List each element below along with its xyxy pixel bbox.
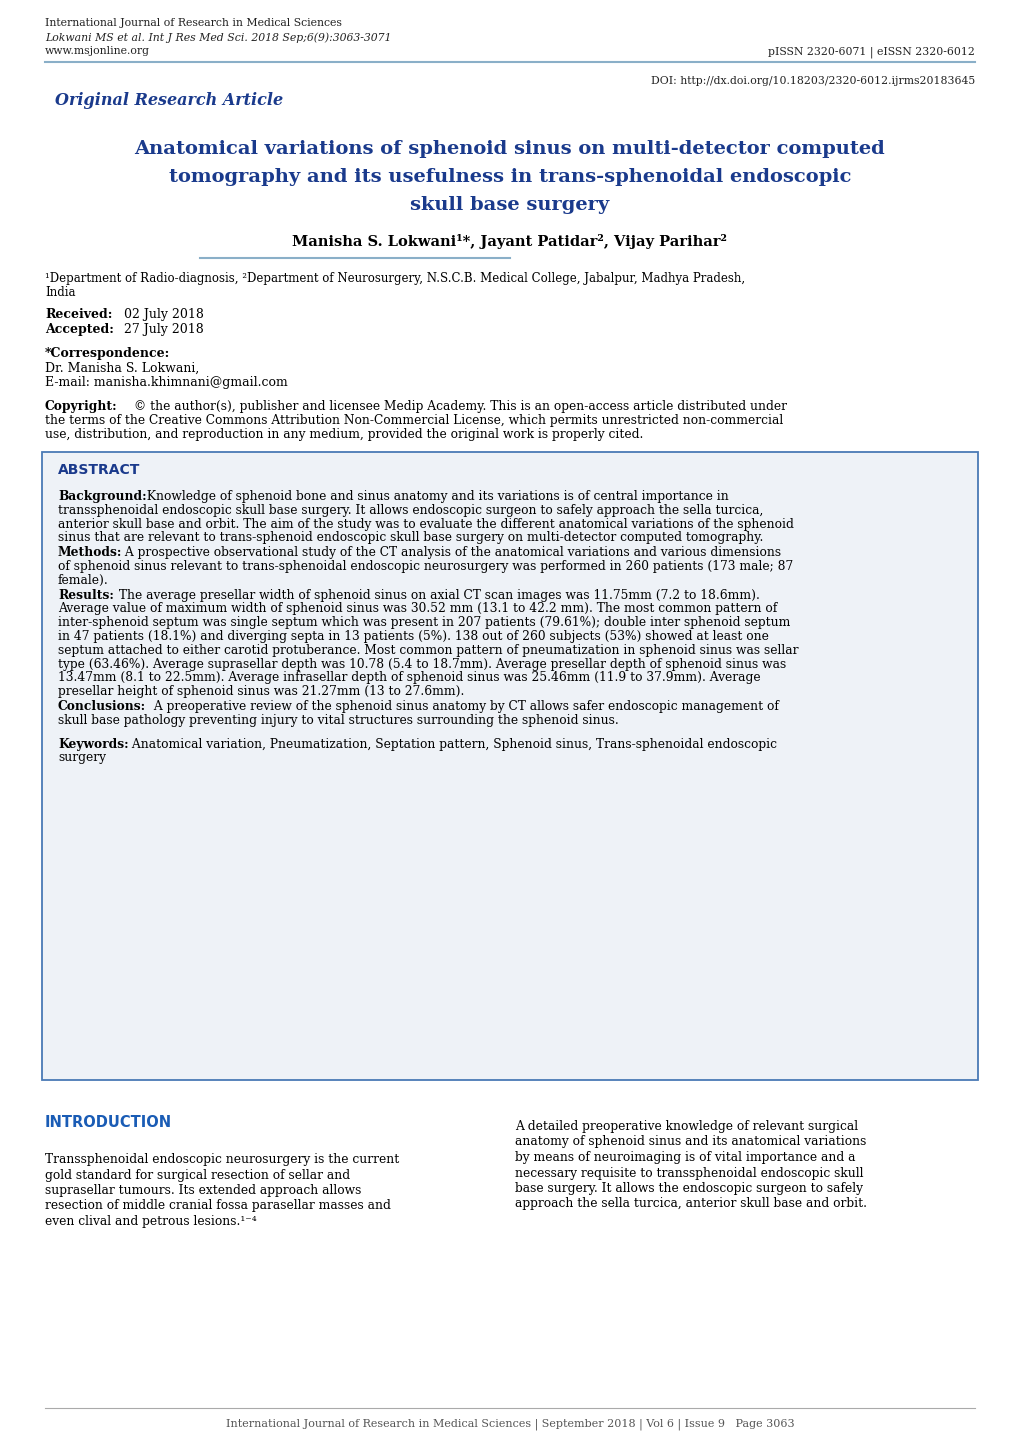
- Text: septum attached to either carotid protuberance. Most common pattern of pneumatiz: septum attached to either carotid protub…: [58, 643, 798, 656]
- Text: A preoperative review of the sphenoid sinus anatomy by CT allows safer endoscopi: A preoperative review of the sphenoid si…: [150, 699, 779, 712]
- Text: suprasellar tumours. Its extended approach allows: suprasellar tumours. Its extended approa…: [45, 1184, 361, 1197]
- Text: of sphenoid sinus relevant to trans-sphenoidal endoscopic neurosurgery was perfo: of sphenoid sinus relevant to trans-sphe…: [58, 559, 793, 572]
- Text: Received:: Received:: [45, 309, 112, 322]
- Text: Dr. Manisha S. Lokwani,: Dr. Manisha S. Lokwani,: [45, 362, 199, 375]
- Text: Anatomical variation, Pneumatization, Septation pattern, Sphenoid sinus, Trans-s: Anatomical variation, Pneumatization, Se…: [127, 738, 776, 751]
- Text: International Journal of Research in Medical Sciences: International Journal of Research in Med…: [45, 17, 341, 27]
- Text: resection of middle cranial fossa parasellar masses and: resection of middle cranial fossa parase…: [45, 1200, 390, 1213]
- Text: gold standard for surgical resection of sellar and: gold standard for surgical resection of …: [45, 1168, 350, 1181]
- Text: use, distribution, and reproduction in any medium, provided the original work is: use, distribution, and reproduction in a…: [45, 428, 643, 441]
- Text: Copyright:: Copyright:: [45, 399, 117, 412]
- Text: Methods:: Methods:: [58, 547, 122, 559]
- Text: © the author(s), publisher and licensee Medip Academy. This is an open-access ar: © the author(s), publisher and licensee …: [129, 399, 787, 412]
- Text: by means of neuroimaging is of vital importance and a: by means of neuroimaging is of vital imp…: [515, 1151, 855, 1164]
- Text: Anatomical variations of sphenoid sinus on multi-detector computed: Anatomical variations of sphenoid sinus …: [135, 140, 884, 159]
- Text: 13.47mm (8.1 to 22.5mm). Average infrasellar depth of sphenoid sinus was 25.46mm: 13.47mm (8.1 to 22.5mm). Average infrase…: [58, 672, 760, 685]
- Text: inter-sphenoid septum was single septum which was present in 207 patients (79.61: inter-sphenoid septum was single septum …: [58, 616, 790, 629]
- Text: Results:: Results:: [58, 588, 114, 601]
- Text: 27 July 2018: 27 July 2018: [120, 323, 204, 336]
- Text: even clival and petrous lesions.¹⁻⁴: even clival and petrous lesions.¹⁻⁴: [45, 1216, 257, 1229]
- Text: necessary requisite to transsphenoidal endoscopic skull: necessary requisite to transsphenoidal e…: [515, 1167, 863, 1180]
- Text: Original Research Article: Original Research Article: [55, 92, 283, 110]
- Text: base surgery. It allows the endoscopic surgeon to safely: base surgery. It allows the endoscopic s…: [515, 1182, 862, 1195]
- Text: surgery: surgery: [58, 751, 106, 764]
- Text: anterior skull base and orbit. The aim of the study was to evaluate the differen: anterior skull base and orbit. The aim o…: [58, 518, 793, 531]
- Text: 02 July 2018: 02 July 2018: [120, 309, 204, 322]
- Text: www.msjonline.org: www.msjonline.org: [45, 46, 150, 56]
- Text: Transsphenoidal endoscopic neurosurgery is the current: Transsphenoidal endoscopic neurosurgery …: [45, 1154, 398, 1167]
- Text: the terms of the Creative Commons Attribution Non-Commercial License, which perm: the terms of the Creative Commons Attrib…: [45, 414, 783, 427]
- Text: female).: female).: [58, 574, 109, 587]
- Text: INTRODUCTION: INTRODUCTION: [45, 1115, 172, 1131]
- FancyBboxPatch shape: [42, 451, 977, 1080]
- Text: Accepted:: Accepted:: [45, 323, 114, 336]
- Text: *Correspondence:: *Correspondence:: [45, 348, 170, 360]
- Text: Keywords:: Keywords:: [58, 738, 128, 751]
- Text: ¹Department of Radio-diagnosis, ²Department of Neurosurgery, N.S.C.B. Medical Co: ¹Department of Radio-diagnosis, ²Departm…: [45, 273, 745, 286]
- Text: presellar height of sphenoid sinus was 21.27mm (13 to 27.6mm).: presellar height of sphenoid sinus was 2…: [58, 685, 464, 698]
- Text: skull base surgery: skull base surgery: [410, 196, 609, 213]
- Text: Background:: Background:: [58, 490, 147, 503]
- Text: E-mail: manisha.khimnani@gmail.com: E-mail: manisha.khimnani@gmail.com: [45, 376, 287, 389]
- Text: skull base pathology preventing injury to vital structures surrounding the sphen: skull base pathology preventing injury t…: [58, 714, 619, 727]
- Text: International Journal of Research in Medical Sciences | September 2018 | Vol 6 |: International Journal of Research in Med…: [225, 1417, 794, 1429]
- Text: A prospective observational study of the CT analysis of the anatomical variation: A prospective observational study of the…: [121, 547, 781, 559]
- Text: Lokwani MS et al. Int J Res Med Sci. 2018 Sep;6(9):3063-3071: Lokwani MS et al. Int J Res Med Sci. 201…: [45, 32, 391, 43]
- Text: tomography and its usefulness in trans-sphenoidal endoscopic: tomography and its usefulness in trans-s…: [168, 169, 851, 186]
- Text: Average value of maximum width of sphenoid sinus was 30.52 mm (13.1 to 42.2 mm).: Average value of maximum width of spheno…: [58, 603, 776, 616]
- Text: DOI: http://dx.doi.org/10.18203/2320-6012.ijrms20183645: DOI: http://dx.doi.org/10.18203/2320-601…: [650, 76, 974, 87]
- Text: Manisha S. Lokwani¹*, Jayant Patidar², Vijay Parihar²: Manisha S. Lokwani¹*, Jayant Patidar², V…: [292, 234, 727, 249]
- Text: in 47 patients (18.1%) and diverging septa in 13 patients (5%). 138 out of 260 s: in 47 patients (18.1%) and diverging sep…: [58, 630, 768, 643]
- Text: pISSN 2320-6071 | eISSN 2320-6012: pISSN 2320-6071 | eISSN 2320-6012: [767, 46, 974, 58]
- Text: sinus that are relevant to trans-sphenoid endoscopic skull base surgery on multi: sinus that are relevant to trans-sphenoi…: [58, 532, 762, 545]
- Text: A detailed preoperative knowledge of relevant surgical: A detailed preoperative knowledge of rel…: [515, 1120, 857, 1133]
- Text: The average presellar width of sphenoid sinus on axial CT scan images was 11.75m: The average presellar width of sphenoid …: [115, 588, 759, 601]
- Text: Conclusions:: Conclusions:: [58, 699, 146, 712]
- Text: Knowledge of sphenoid bone and sinus anatomy and its variations is of central im: Knowledge of sphenoid bone and sinus ana…: [143, 490, 728, 503]
- Text: ABSTRACT: ABSTRACT: [58, 463, 141, 477]
- Text: anatomy of sphenoid sinus and its anatomical variations: anatomy of sphenoid sinus and its anatom…: [515, 1135, 865, 1148]
- Text: India: India: [45, 286, 75, 298]
- Text: type (63.46%). Average suprasellar depth was 10.78 (5.4 to 18.7mm). Average pres: type (63.46%). Average suprasellar depth…: [58, 658, 786, 671]
- Text: approach the sella turcica, anterior skull base and orbit.: approach the sella turcica, anterior sku…: [515, 1197, 866, 1210]
- Text: transsphenoidal endoscopic skull base surgery. It allows endoscopic surgeon to s: transsphenoidal endoscopic skull base su…: [58, 503, 762, 516]
